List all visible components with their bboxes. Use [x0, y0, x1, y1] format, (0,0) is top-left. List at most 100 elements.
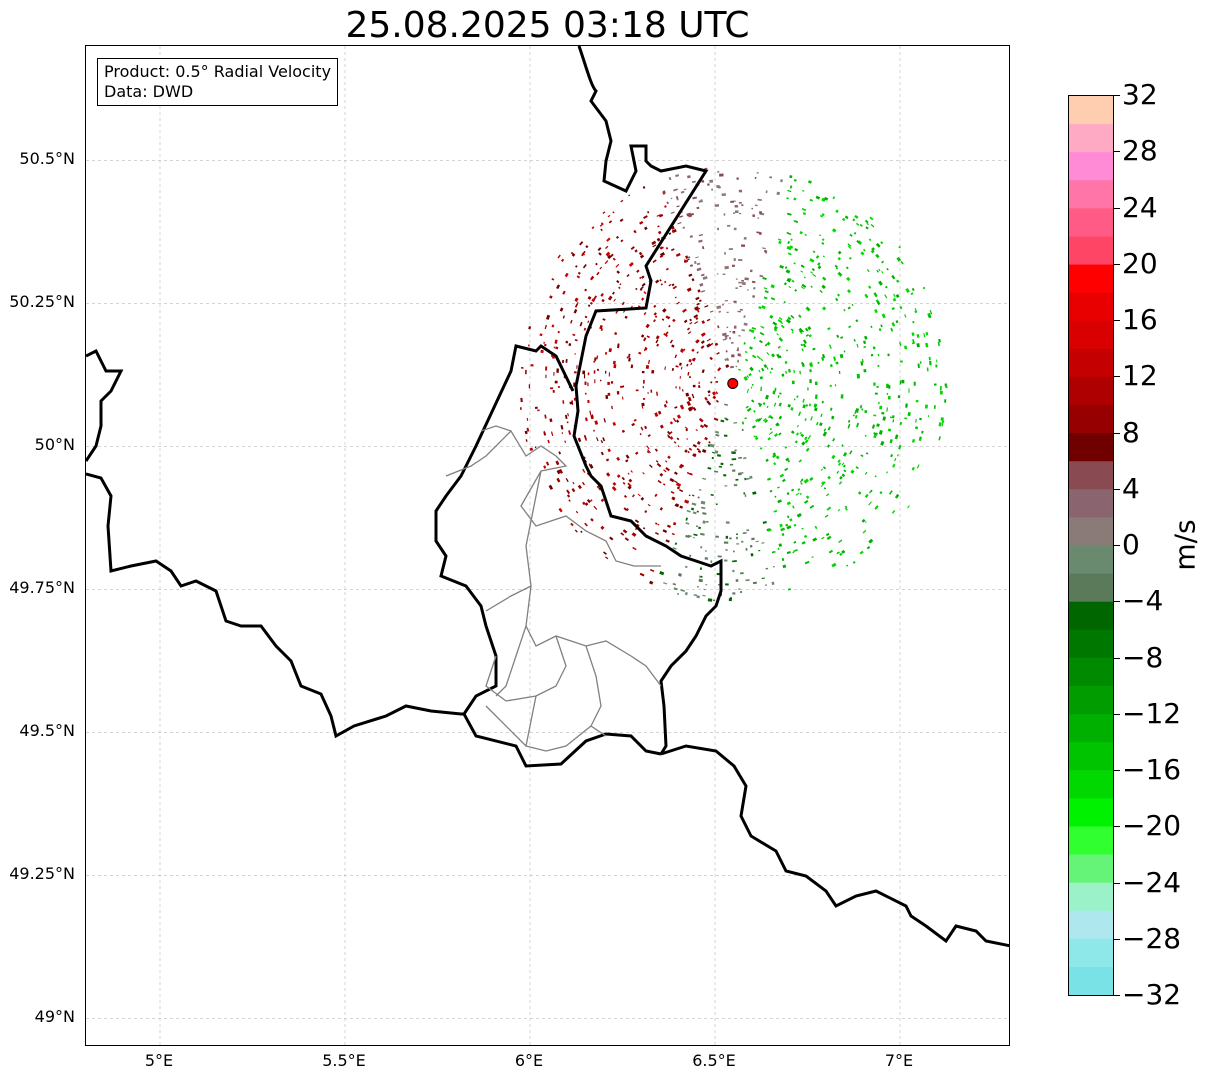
velocity-echo — [566, 489, 571, 495]
velocity-echo — [814, 407, 818, 412]
velocity-echo — [574, 339, 578, 342]
velocity-echo — [732, 330, 736, 334]
velocity-echo — [549, 418, 553, 423]
velocity-echo — [654, 448, 659, 452]
velocity-echo — [699, 283, 704, 287]
velocity-echo — [812, 250, 816, 254]
velocity-echo — [696, 351, 699, 354]
velocity-echo — [766, 352, 770, 356]
velocity-echo — [641, 297, 645, 301]
velocity-echo — [886, 267, 889, 271]
velocity-echo — [861, 408, 864, 411]
velocity-echo — [693, 536, 695, 539]
velocity-echo — [674, 354, 678, 359]
velocity-echo — [641, 275, 645, 279]
velocity-echo — [549, 295, 553, 299]
velocity-echo — [718, 310, 721, 313]
velocity-echo — [892, 419, 895, 423]
velocity-echo — [766, 405, 769, 409]
velocity-echo — [809, 379, 812, 384]
velocity-echo — [676, 205, 680, 208]
map-panel[interactable] — [85, 45, 1010, 1046]
velocity-echo — [709, 356, 713, 361]
velocity-echo — [766, 366, 769, 370]
velocity-echo — [836, 293, 841, 297]
velocity-echo — [890, 416, 892, 419]
velocity-echo — [786, 197, 789, 200]
velocity-echo — [568, 499, 571, 502]
velocity-echo — [716, 351, 720, 355]
velocity-echo — [735, 365, 738, 368]
velocity-echo — [737, 368, 741, 371]
velocity-echo — [741, 281, 746, 286]
velocity-echo — [589, 410, 592, 416]
colorbar-tick-mark — [1114, 95, 1120, 96]
velocity-echo — [725, 583, 729, 586]
velocity-echo — [714, 342, 719, 347]
velocity-echo — [665, 247, 669, 250]
velocity-echo — [691, 278, 695, 282]
velocity-echo — [643, 379, 645, 384]
velocity-echo — [819, 422, 823, 427]
velocity-echo — [686, 438, 689, 440]
velocity-echo — [656, 213, 662, 217]
velocity-echo — [701, 179, 705, 183]
velocity-echo — [787, 189, 792, 193]
france-border — [86, 472, 466, 739]
velocity-echo — [787, 252, 792, 256]
colorbar-tick-mark — [1114, 432, 1120, 434]
velocity-echo — [545, 314, 551, 320]
velocity-echo — [544, 324, 547, 330]
colorbar-tick-label: 20 — [1122, 246, 1158, 280]
velocity-echo — [671, 283, 675, 287]
velocity-echo — [861, 518, 866, 523]
velocity-echo — [556, 477, 561, 483]
velocity-echo — [740, 572, 744, 575]
velocity-echo — [894, 493, 900, 499]
velocity-echo — [559, 307, 564, 312]
velocity-echo — [765, 458, 769, 463]
velocity-echo — [643, 346, 647, 352]
velocity-echo — [576, 365, 578, 369]
colorbar-swatch — [1069, 348, 1113, 378]
velocity-echo — [582, 501, 586, 506]
velocity-echo — [880, 440, 885, 446]
velocity-echo — [696, 302, 700, 306]
velocity-echo — [831, 228, 837, 233]
velocity-echo — [741, 279, 745, 282]
velocity-echo — [837, 509, 841, 512]
velocity-echo — [718, 465, 723, 468]
velocity-echo — [584, 417, 588, 422]
velocity-echo — [799, 479, 804, 483]
velocity-echo — [659, 424, 664, 429]
velocity-echo — [901, 379, 905, 384]
velocity-echo — [934, 383, 937, 386]
velocity-echo — [765, 567, 769, 570]
velocity-echo — [744, 494, 747, 497]
velocity-echo — [718, 186, 721, 189]
velocity-echo — [800, 481, 803, 485]
velocity-echo — [730, 365, 735, 369]
velocity-echo — [534, 406, 538, 409]
velocity-echo — [562, 315, 565, 319]
velocity-echo — [778, 402, 782, 407]
velocity-echo — [567, 412, 569, 417]
velocity-echo — [680, 190, 685, 194]
velocity-echo — [908, 388, 910, 393]
velocity-echo — [537, 409, 540, 412]
velocity-echo — [798, 330, 803, 335]
velocity-echo — [697, 289, 701, 293]
velocity-echo — [800, 286, 805, 290]
velocity-echo — [733, 227, 737, 231]
velocity-echo — [744, 477, 747, 481]
velocity-echo — [914, 308, 918, 313]
velocity-echo — [784, 360, 788, 365]
velocity-echo — [787, 459, 791, 463]
velocity-echo — [587, 382, 589, 387]
velocity-echo — [801, 441, 806, 446]
velocity-echo — [776, 191, 781, 196]
velocity-echo — [809, 504, 815, 509]
colorbar-swatch — [1069, 798, 1113, 827]
colorbar-swatch — [1069, 629, 1113, 659]
velocity-echo — [543, 465, 547, 469]
